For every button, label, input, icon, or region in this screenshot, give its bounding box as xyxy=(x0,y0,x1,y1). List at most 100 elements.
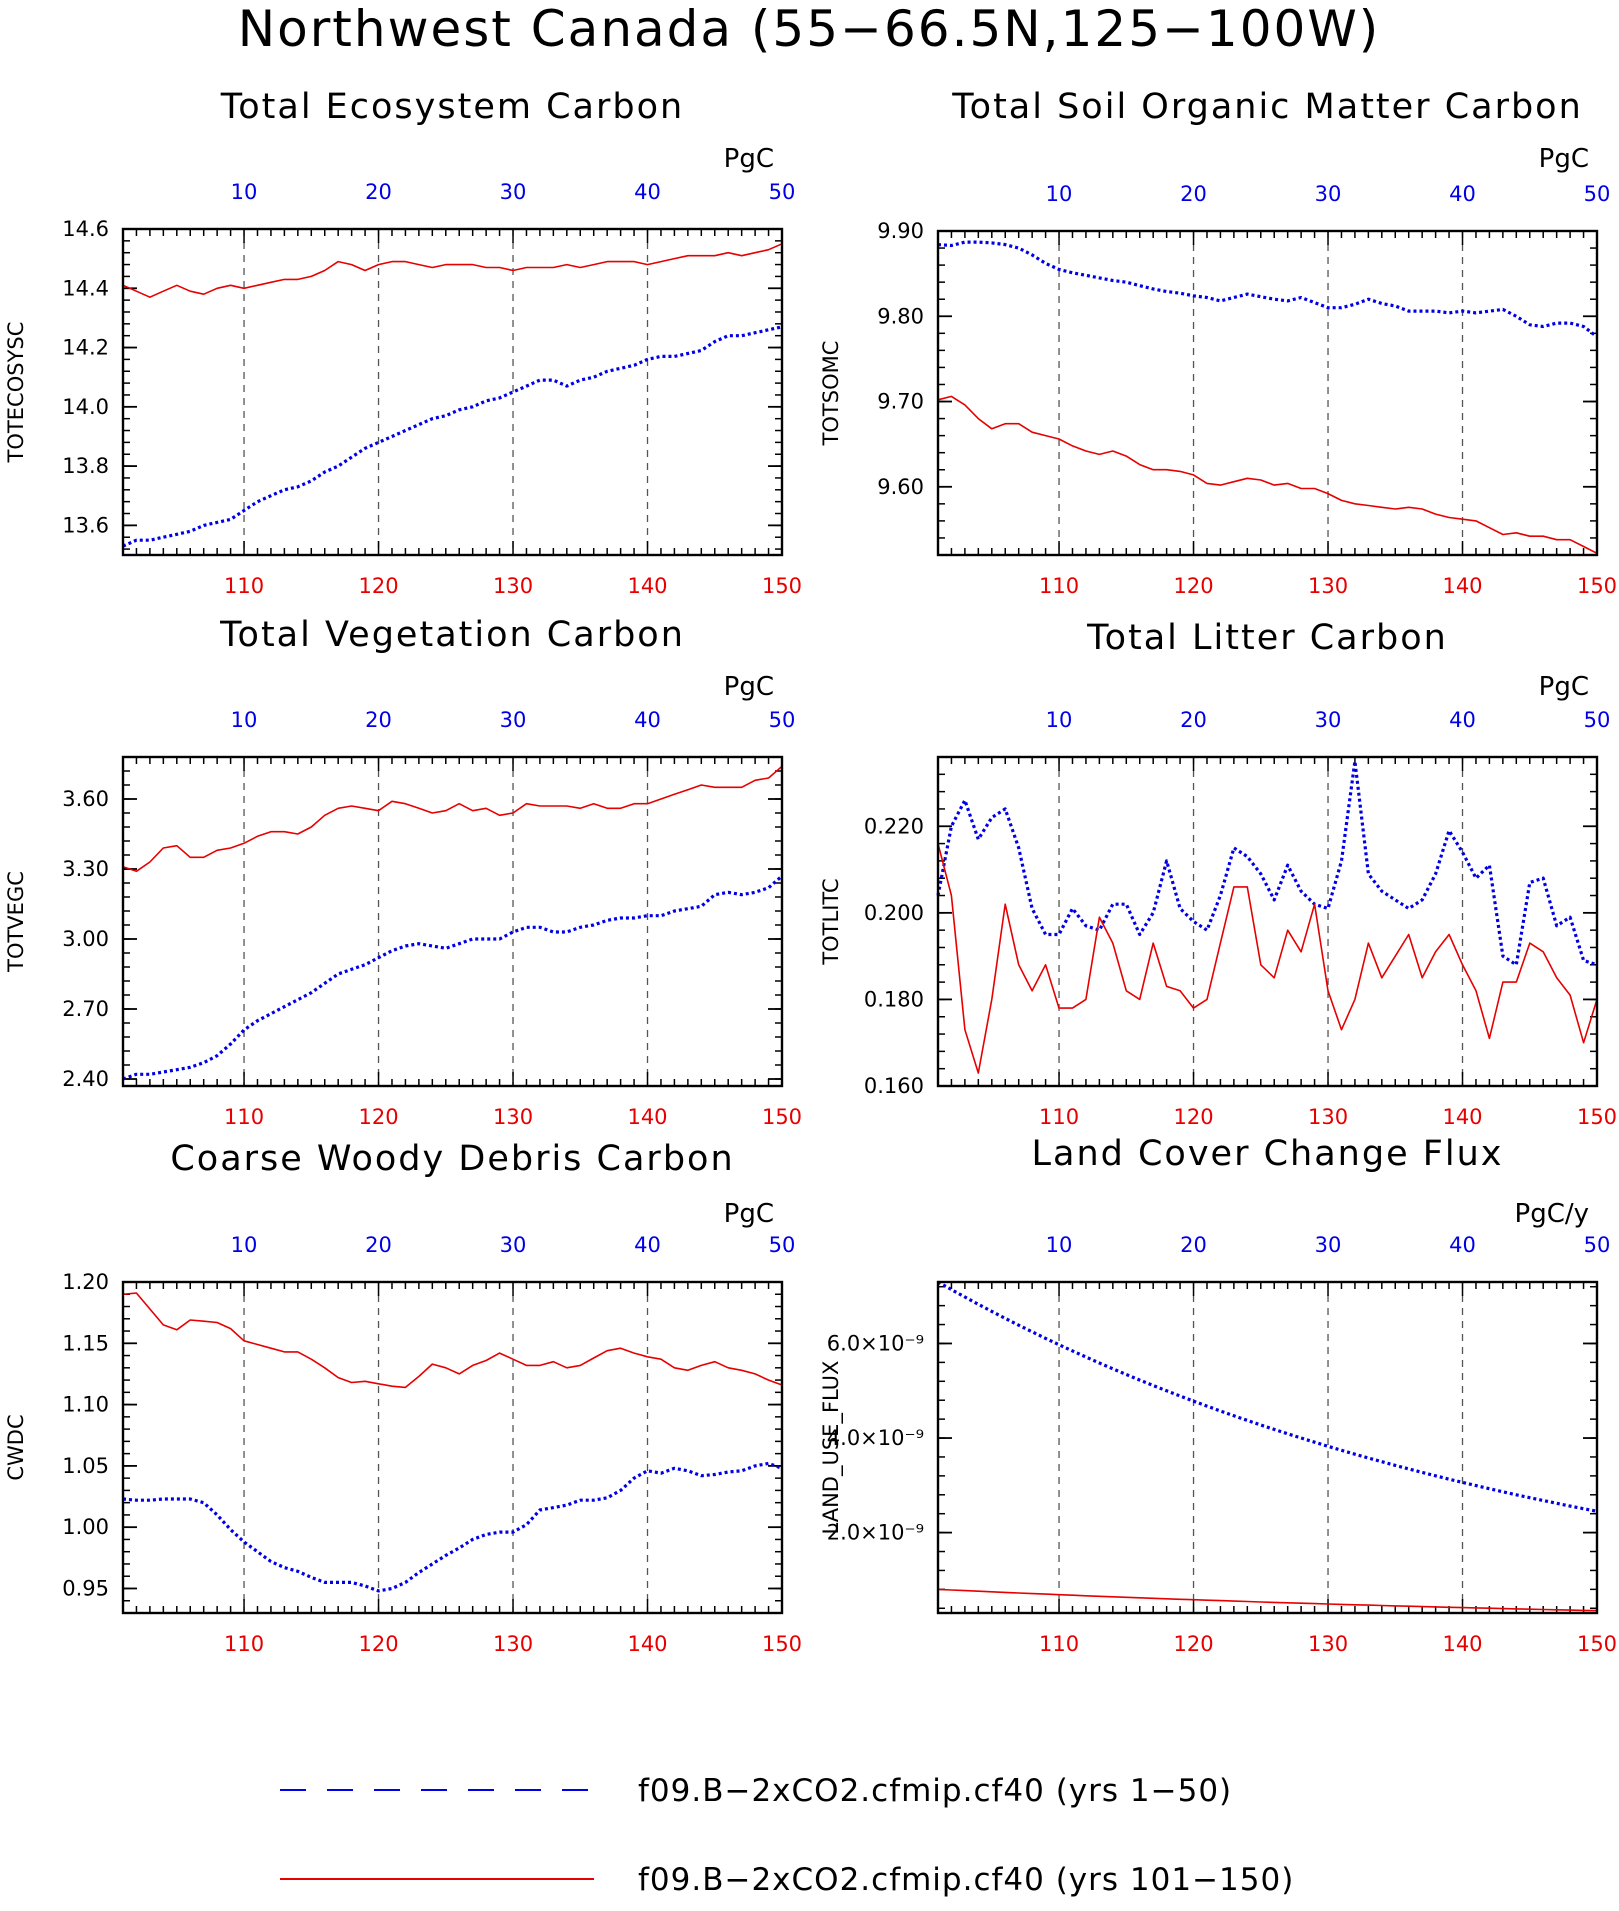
y-axis-label: TOTECOSYSC xyxy=(4,322,28,464)
x-tick-label-top: 50 xyxy=(1584,1233,1611,1257)
series-line-yrs-101-150 xyxy=(122,243,783,299)
x-tick-label-bottom: 150 xyxy=(1577,1632,1617,1656)
x-tick-label-top: 20 xyxy=(1180,1233,1207,1257)
plot-frame xyxy=(936,229,1599,557)
x-tick-label-top: 20 xyxy=(1180,708,1207,732)
series-line-yrs-1-50 xyxy=(122,1461,783,1593)
x-tick-label-bottom: 110 xyxy=(1039,1632,1079,1656)
chart-panel-6: Land Cover Change Flux PgC/y 2.0×10⁻⁹ 4.0×1… xyxy=(819,1134,1617,1656)
y-tick-label: 1.15 xyxy=(62,1331,109,1355)
x-tick-label-bottom: 150 xyxy=(1577,1105,1617,1129)
page-title: Northwest Canada (55−66.5N,125−100W) xyxy=(238,0,1381,58)
y-tick-label: 0.95 xyxy=(62,1576,109,1600)
x-tick-label-bottom: 140 xyxy=(1442,1632,1482,1656)
plot-frame xyxy=(121,227,784,557)
x-tick-label-bottom: 150 xyxy=(762,1632,802,1656)
x-tick-label-top: 10 xyxy=(231,708,258,732)
series-line-yrs-1-50 xyxy=(936,759,1598,967)
series-line-yrs-101-150 xyxy=(122,765,783,873)
x-tick-label-bottom: 120 xyxy=(1173,1632,1213,1656)
y-tick-label: 1.00 xyxy=(62,1515,109,1539)
x-tick-label-bottom: 130 xyxy=(493,1105,533,1129)
y-tick-label: 0.160 xyxy=(864,1074,924,1098)
x-tick-label-bottom: 120 xyxy=(1173,1105,1213,1129)
panel-title: Total Ecosystem Carbon xyxy=(220,87,684,127)
x-tick-label-bottom: 130 xyxy=(1308,1105,1348,1129)
x-tick-label-bottom: 120 xyxy=(358,1632,398,1656)
y-axis-label: LAND_USE_FLUX xyxy=(819,1361,844,1535)
chart-panel-5: Coarse Woody Debris Carbon PgC 0.95 1.00 1.0… xyxy=(4,1139,802,1656)
y-tick-label: 3.60 xyxy=(62,787,109,811)
x-tick-label-top: 50 xyxy=(769,1233,796,1257)
y-tick-label: 14.6 xyxy=(62,217,109,241)
y-tick-label: 6.0×10⁻⁹ xyxy=(827,1331,924,1355)
chart-panel-2: Total Soil Organic Matter Carbon PgC 9.60 9… xyxy=(819,87,1617,598)
x-tick-label-top: 30 xyxy=(500,180,527,204)
y-tick-label: 9.80 xyxy=(877,304,924,328)
units-label: PgC xyxy=(724,144,774,174)
units-label: PgC xyxy=(724,672,774,702)
panel-title: Land Cover Change Flux xyxy=(1032,1134,1504,1174)
x-tick-label-bottom: 130 xyxy=(493,574,533,598)
x-tick-label-bottom: 120 xyxy=(1173,574,1213,598)
y-tick-label: 9.70 xyxy=(877,390,924,414)
x-tick-label-top: 50 xyxy=(769,708,796,732)
plot-frame xyxy=(936,755,1599,1088)
x-tick-label-top: 40 xyxy=(1449,708,1476,732)
x-tick-label-bottom: 110 xyxy=(224,1632,264,1656)
units-label: PgC/y xyxy=(1515,1199,1589,1229)
units-label: PgC xyxy=(724,1199,774,1229)
y-tick-label: 2.70 xyxy=(62,997,109,1021)
series-line-yrs-101-150 xyxy=(937,395,1598,555)
y-tick-label: 14.0 xyxy=(62,395,109,419)
x-tick-label-top: 10 xyxy=(231,1233,258,1257)
x-tick-label-top: 10 xyxy=(1046,708,1073,732)
y-tick-label: 4.0×10⁻⁹ xyxy=(827,1426,924,1450)
y-tick-label: 3.00 xyxy=(62,927,109,951)
x-tick-label-top: 40 xyxy=(634,1233,661,1257)
x-tick-label-bottom: 130 xyxy=(1308,1632,1348,1656)
y-tick-label: 14.2 xyxy=(62,336,109,360)
x-tick-label-bottom: 140 xyxy=(1442,574,1482,598)
y-axis-label: TOTSOMC xyxy=(819,341,843,447)
y-tick-label: 9.60 xyxy=(877,475,924,499)
legend-item-1: f09.B−2xCO2.cfmip.cf40 (yrs 1−50) xyxy=(280,1773,1231,1809)
panels-group: Total Ecosystem Carbon PgC 13.6 13.8 14.0 14.… xyxy=(4,87,1617,1656)
x-tick-label-bottom: 110 xyxy=(224,574,264,598)
x-tick-label-top: 50 xyxy=(769,180,796,204)
panel-title: Total Soil Organic Matter Carbon xyxy=(951,87,1583,127)
x-tick-label-bottom: 150 xyxy=(762,1105,802,1129)
units-label: PgC xyxy=(1539,672,1589,702)
legend-label: f09.B−2xCO2.cfmip.cf40 (yrs 101−150) xyxy=(638,1862,1294,1898)
x-tick-label-bottom: 140 xyxy=(627,1105,667,1129)
x-tick-label-top: 40 xyxy=(634,708,661,732)
y-axis-label: TOTLITC xyxy=(819,878,843,965)
series-line-yrs-1-50 xyxy=(937,1280,1598,1513)
x-tick-label-bottom: 130 xyxy=(493,1632,533,1656)
plot-frame xyxy=(121,1280,784,1615)
x-tick-label-top: 40 xyxy=(634,180,661,204)
x-tick-label-top: 50 xyxy=(1584,708,1611,732)
units-label: PgC xyxy=(1539,144,1589,174)
chart-panel-4: Total Litter Carbon PgC 0.160 0.180 0.200 0.2… xyxy=(819,618,1617,1129)
x-tick-label-top: 20 xyxy=(365,1233,392,1257)
series-line-yrs-1-50 xyxy=(122,325,783,548)
x-tick-label-bottom: 120 xyxy=(358,1105,398,1129)
y-tick-label: 2.40 xyxy=(62,1067,109,1091)
y-tick-label: 1.05 xyxy=(62,1454,109,1478)
series-line-yrs-101-150 xyxy=(937,843,1598,1074)
y-axis-label: TOTVEGC xyxy=(4,871,28,973)
x-tick-label-top: 20 xyxy=(1180,182,1207,206)
x-tick-label-top: 40 xyxy=(1449,182,1476,206)
x-tick-label-top: 30 xyxy=(1315,1233,1342,1257)
y-tick-label: 14.4 xyxy=(62,276,109,300)
x-tick-label-bottom: 140 xyxy=(1442,1105,1482,1129)
x-tick-label-top: 40 xyxy=(1449,1233,1476,1257)
x-tick-label-bottom: 150 xyxy=(762,574,802,598)
x-tick-label-bottom: 140 xyxy=(627,1632,667,1656)
x-tick-label-top: 20 xyxy=(365,180,392,204)
x-tick-label-top: 30 xyxy=(1315,182,1342,206)
x-tick-label-bottom: 130 xyxy=(1308,574,1348,598)
y-tick-label: 1.20 xyxy=(62,1270,109,1294)
